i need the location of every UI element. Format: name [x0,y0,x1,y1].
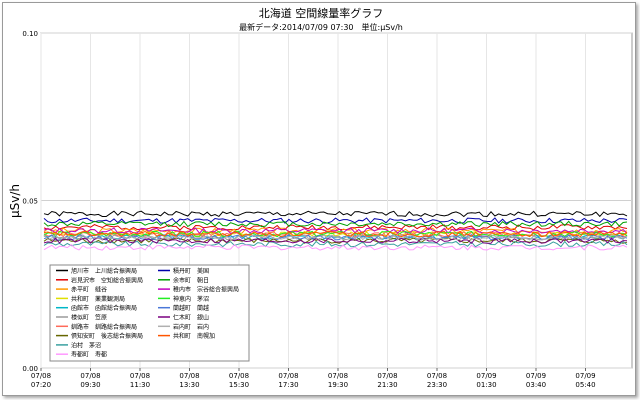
series-line [43,237,628,245]
legend-label: 稚内市 宗谷総合振興局 [173,286,239,294]
chart-subtitle: 最新データ:2014/07/09 07:30 単位:μSv/h [239,22,403,32]
legend-label: 積丹町 美国 [173,267,209,275]
series-line [43,210,628,218]
x-tick-date: 07/08 [179,372,199,380]
x-tick-time: 15:30 [229,381,249,389]
x-tick-time: 09:30 [80,381,100,389]
legend-label: 寿都町 寿都 [71,351,107,359]
x-tick-time: 19:30 [328,381,348,389]
legend-box [49,264,250,362]
legend-label: 旭川市 上川総合振興局 [71,267,137,275]
x-tick-date: 07/08 [229,372,249,380]
x-axis: 07/0807:2007/0809:3007/0811:3007/0813:30… [31,368,596,389]
legend-label: 泊村 茅沼 [71,341,101,349]
series-line [43,230,628,238]
x-tick-time: 03:40 [526,381,546,389]
legend-label: 共和町 薬業観測局 [71,295,125,303]
x-tick-date: 07/09 [476,372,496,380]
series-line [43,240,628,248]
legend-label: 岩見沢市 空知総合振興局 [71,276,143,284]
x-tick-date: 07/09 [575,372,595,380]
y-axis: 0.00 0.05 0.10 [22,30,38,373]
x-tick-time: 01:30 [476,381,496,389]
series-line [43,217,628,224]
legend-label: 赤平町 縫谷 [71,286,107,294]
x-tick-time: 21:30 [377,381,397,389]
x-tick-date: 07/08 [427,372,447,380]
legend-label: 岩内町 岩内 [173,323,209,331]
x-tick-time: 07:20 [31,381,51,389]
series-line [43,230,628,238]
x-tick-time: 13:30 [179,381,199,389]
series-line [43,227,628,235]
legend-label: 函館市 函館総合振興局 [71,304,137,312]
x-tick-date: 07/08 [328,372,348,380]
chart-frame: 北海道 空間線量率グラフ 最新データ:2014/07/09 07:30 単位:μ… [2,2,636,396]
legend-label: 倶知安町 後志総合振興局 [71,332,143,340]
y-axis-label: μSv/h [8,184,22,218]
y-tick-label: 0.05 [22,198,38,206]
series-line [43,233,628,241]
x-tick-date: 07/08 [377,372,397,380]
x-tick-time: 17:30 [278,381,298,389]
x-tick-date: 07/08 [130,372,150,380]
legend-label: 様似町 笠原 [71,314,107,322]
x-tick-time: 11:30 [130,381,150,389]
legend-label: 仁木町 銀山 [173,314,209,322]
series-line [43,220,628,228]
series-lines [43,210,628,251]
y-tick-label: 0.10 [22,30,38,38]
chart-title: 北海道 空間線量率グラフ [259,6,384,20]
x-tick-date: 07/08 [31,372,51,380]
y-tick-label: 0.00 [22,365,38,373]
legend-label: 共和町 南幌加 [173,332,215,340]
x-tick-time: 05:40 [575,381,595,389]
legend-label: 蘭越町 蘭越 [173,304,209,312]
legend-label: 釧路市 釧路総合振興局 [71,323,137,331]
legend-label: 余市町 朝日 [173,276,209,284]
x-tick-time: 23:30 [427,381,447,389]
line-chart: 北海道 空間線量率グラフ 最新データ:2014/07/09 07:30 単位:μ… [8,6,633,389]
x-tick-date: 07/08 [278,372,298,380]
legend-label: 神恵内 茅沼 [173,295,209,303]
x-tick-date: 07/08 [80,372,100,380]
series-line [43,243,628,251]
x-tick-date: 07/09 [526,372,546,380]
